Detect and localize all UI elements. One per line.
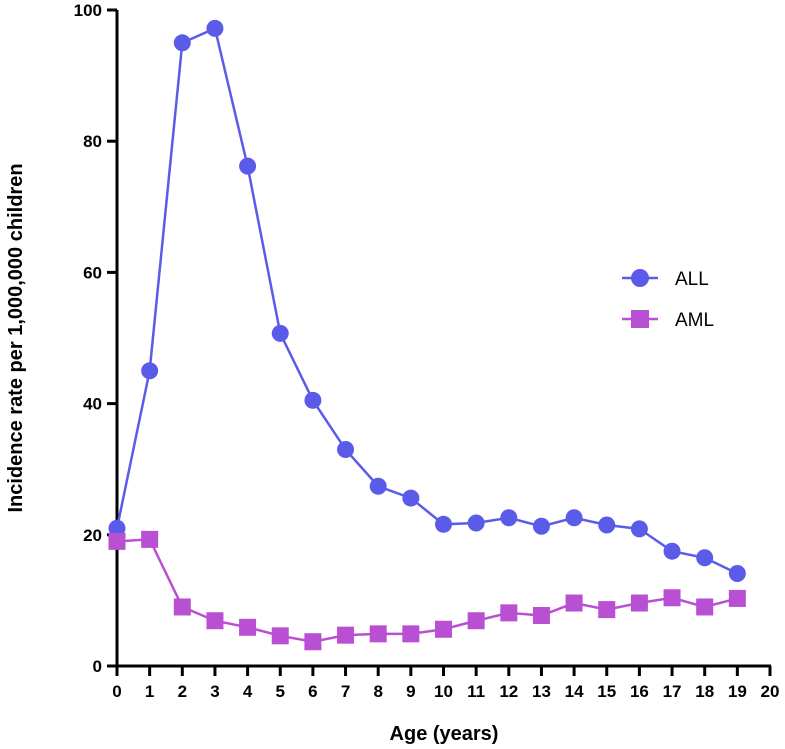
- aml-point: [173, 598, 191, 616]
- aml-point: [663, 589, 681, 607]
- all-point: [532, 517, 550, 535]
- aml-point: [337, 626, 355, 644]
- y-tick-label: 100: [74, 1, 102, 20]
- x-tick-label: 19: [728, 682, 747, 701]
- x-tick-label: 18: [695, 682, 714, 701]
- x-tick-label: 9: [406, 682, 415, 701]
- all-point: [728, 565, 746, 583]
- x-tick-label: 11: [467, 682, 485, 701]
- all-point: [206, 19, 224, 37]
- all-line: [115, 26, 738, 575]
- legend-item-aml: AML: [622, 310, 714, 331]
- series-layer: [108, 19, 746, 651]
- x-axis-title: Age (years): [390, 723, 499, 745]
- all-point: [141, 362, 159, 380]
- x-tick-label: 15: [597, 682, 616, 701]
- aml-point: [206, 612, 224, 630]
- x-tick-label: 8: [373, 682, 382, 701]
- y-axis-title: Incidence rate per 1,000,000 children: [5, 163, 27, 512]
- all-point: [467, 514, 485, 532]
- x-tick-label: 1: [145, 682, 154, 701]
- x-tick-label: 0: [112, 682, 121, 701]
- x-tick-label: 17: [663, 682, 682, 701]
- y-tick-label: 80: [83, 132, 102, 151]
- aml-point: [435, 620, 452, 638]
- x-tick-label: 10: [434, 682, 453, 701]
- legend-aml-marker: [631, 310, 649, 328]
- all-point: [108, 519, 126, 537]
- legend-item-all: ALL: [622, 269, 709, 290]
- y-tick-label: 20: [83, 526, 102, 545]
- all-point: [630, 520, 648, 538]
- all-point: [337, 441, 355, 459]
- x-tick-label: 14: [565, 682, 584, 701]
- aml-point: [239, 618, 257, 636]
- aml-point: [271, 627, 289, 645]
- all-point: [663, 542, 681, 560]
- aml-point: [532, 606, 550, 624]
- x-tick-label: 3: [210, 682, 219, 701]
- aml-point: [630, 594, 648, 612]
- aml-point: [565, 594, 583, 612]
- all-point: [271, 324, 289, 342]
- legend-all-label: ALL: [675, 269, 709, 290]
- aml-point: [467, 612, 485, 630]
- y-ticks: 0 20 40 60 80 100: [74, 1, 117, 676]
- x-tick-label: 13: [532, 682, 551, 701]
- all-point: [598, 516, 616, 534]
- y-tick-label: 0: [93, 657, 102, 676]
- x-tick-label: 20: [761, 682, 780, 701]
- legend-all-marker: [631, 269, 649, 287]
- x-tick-label: 6: [308, 682, 317, 701]
- x-tick-label: 2: [178, 682, 187, 701]
- legend-aml-label: AML: [675, 310, 714, 331]
- legend: ALL AML: [622, 269, 714, 331]
- all-point: [239, 157, 257, 175]
- x-ticks: 0 1 2 3 4 5 6 7 8 9 10 11 12 13 14 15 16 17 18 19 20: [112, 666, 779, 701]
- x-tick-label: 7: [341, 682, 350, 701]
- series-all: [108, 19, 746, 583]
- axes: [115, 10, 771, 668]
- aml-point: [598, 601, 616, 619]
- all-point: [500, 509, 518, 527]
- x-tick-label: 4: [243, 682, 253, 701]
- aml-point: [141, 530, 159, 548]
- aml-point: [369, 625, 387, 643]
- y-tick-label: 40: [83, 395, 102, 414]
- all-point: [402, 489, 420, 507]
- aml-point: [728, 589, 746, 607]
- all-point: [696, 549, 714, 567]
- aml-point: [108, 532, 126, 550]
- series-aml: [108, 530, 746, 651]
- all-point: [173, 34, 191, 52]
- aml-point: [696, 598, 714, 616]
- aml-point: [500, 604, 518, 622]
- x-tick-label: 16: [630, 682, 649, 701]
- y-tick-label: 60: [83, 263, 102, 282]
- all-point: [369, 477, 387, 495]
- x-tick-label: 12: [499, 682, 518, 701]
- aml-point: [304, 633, 322, 651]
- x-tick-label: 5: [276, 682, 285, 701]
- all-point: [435, 515, 452, 533]
- aml-point: [402, 625, 420, 643]
- all-point: [565, 509, 583, 527]
- all-point: [304, 391, 322, 409]
